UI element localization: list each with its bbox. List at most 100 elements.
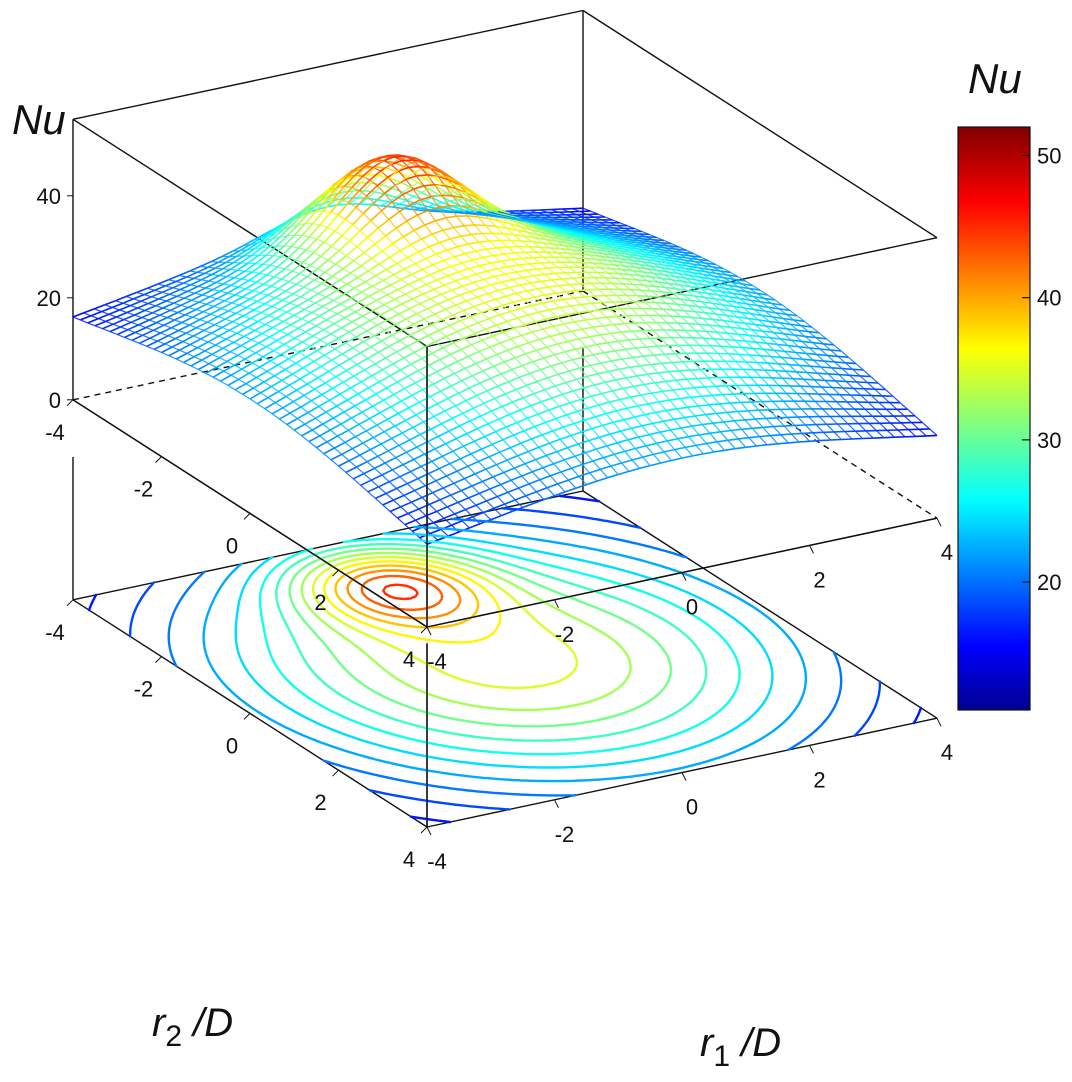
surface-mesh-segment (445, 336, 454, 344)
surface-mesh-segment (382, 156, 391, 162)
surface-mesh-segment (285, 389, 298, 398)
surface-mesh-segment (127, 329, 136, 334)
surface-mesh-segment (260, 385, 272, 394)
surface-mesh-segment (645, 322, 654, 331)
surface-mesh-segment (643, 244, 652, 250)
surface-mesh-segment (361, 405, 374, 413)
surface-mesh-segment (351, 411, 363, 419)
surface-mesh-segment (703, 451, 715, 455)
surface-mesh-segment (473, 212, 481, 216)
surface-mesh-segment (533, 273, 545, 277)
surface-mesh-segment (447, 397, 456, 407)
surface-mesh-segment (520, 442, 529, 452)
surface-mesh-segment (197, 271, 205, 274)
surface-mesh-segment (349, 265, 362, 274)
surface-mesh-segment (462, 281, 474, 287)
surface-mesh-segment (458, 271, 467, 278)
surface-mesh-segment (469, 415, 482, 422)
surface-mesh-segment (528, 342, 537, 351)
surface-mesh-segment (544, 389, 553, 399)
surface-mesh-segment (435, 341, 444, 349)
surface-mesh-segment (339, 393, 348, 401)
surface-mesh-segment (761, 314, 770, 322)
surface-mesh-segment (608, 242, 617, 247)
surface-mesh-segment (918, 428, 927, 437)
surface-mesh-segment (175, 352, 188, 360)
surface-mesh-segment (289, 215, 302, 228)
surface-mesh-segment (634, 228, 643, 233)
surface-mesh-segment (290, 318, 302, 326)
surface-mesh-segment (254, 247, 262, 250)
surface-mesh-segment (588, 440, 597, 450)
surface-mesh-segment (463, 310, 472, 318)
surface-mesh-segment (207, 321, 215, 326)
surface-mesh-segment (402, 323, 414, 331)
surface-mesh-segment (507, 349, 516, 359)
surface-mesh-segment (613, 324, 622, 333)
surface-mesh-segment (522, 502, 534, 509)
surface-mesh-segment (522, 397, 532, 407)
surface-mesh-segment (375, 492, 387, 500)
surface-mesh-segment (732, 368, 741, 378)
surface-mesh-segment (593, 351, 605, 356)
surface-mesh-segment (416, 200, 425, 205)
surface-mesh-segment (515, 212, 524, 216)
surface-mesh-segment (451, 285, 463, 291)
surface-mesh-segment (520, 226, 529, 233)
surface-mesh-segment (605, 295, 614, 303)
surface-mesh-segment (773, 331, 785, 335)
surface-mesh-segment (871, 395, 880, 403)
surface-mesh-segment (708, 403, 720, 406)
surface-mesh-segment (435, 183, 444, 187)
surface-mesh-segment (410, 244, 419, 253)
surface-mesh-segment (754, 308, 766, 312)
surface-mesh-segment (208, 363, 217, 368)
surface-mesh-segment (390, 278, 402, 286)
surface-mesh-segment (409, 165, 420, 169)
surface-mesh-segment (326, 319, 335, 325)
surface-mesh-segment (472, 370, 484, 377)
surface-mesh-segment (632, 355, 644, 359)
surface-mesh-segment (546, 343, 558, 348)
surface-mesh-segment (709, 431, 721, 435)
surface-mesh-segment (286, 311, 295, 316)
surface-mesh-segment (485, 248, 494, 256)
surface-mesh-segment (454, 367, 466, 375)
surface-mesh-segment (609, 430, 621, 435)
surface-mesh-segment (115, 295, 127, 302)
surface-mesh-segment (445, 443, 454, 452)
y-tick-label: -4 (45, 620, 65, 645)
surface-mesh-segment (501, 510, 513, 517)
contour-line (360, 574, 444, 611)
surface-mesh-segment (308, 435, 320, 443)
surface-mesh-segment (684, 309, 695, 313)
surface-mesh-segment (723, 319, 735, 323)
surface-mesh-segment (469, 291, 478, 298)
surface-mesh-segment (265, 245, 278, 256)
surface-mesh-segment (287, 234, 295, 237)
surface-mesh-segment (582, 261, 594, 264)
surface-mesh-segment (292, 270, 300, 275)
surface-mesh-segment (450, 385, 460, 394)
surface-mesh-segment (503, 467, 515, 474)
surface-mesh-segment (552, 243, 561, 250)
surface-mesh-segment (361, 285, 373, 293)
surface-mesh-segment (657, 281, 669, 285)
surface-mesh-segment (303, 394, 312, 402)
surface-mesh-segment (272, 245, 285, 257)
surface-mesh-segment (414, 263, 423, 270)
surface-mesh-segment (478, 241, 487, 250)
surface-mesh-segment (690, 255, 699, 260)
surface-mesh-segment (409, 203, 418, 207)
surface-mesh-segment (463, 224, 475, 227)
surface-mesh-segment (564, 227, 572, 231)
surface-mesh-segment (563, 223, 572, 227)
surface-mesh-segment (370, 210, 382, 222)
surface-mesh-segment (571, 229, 580, 234)
surface-mesh-segment (803, 320, 812, 328)
surface-mesh-segment (225, 255, 237, 264)
surface-mesh-segment (371, 257, 380, 265)
surface-mesh-segment (412, 298, 421, 305)
surface-mesh-segment (252, 381, 265, 389)
surface-mesh-segment (556, 451, 565, 461)
